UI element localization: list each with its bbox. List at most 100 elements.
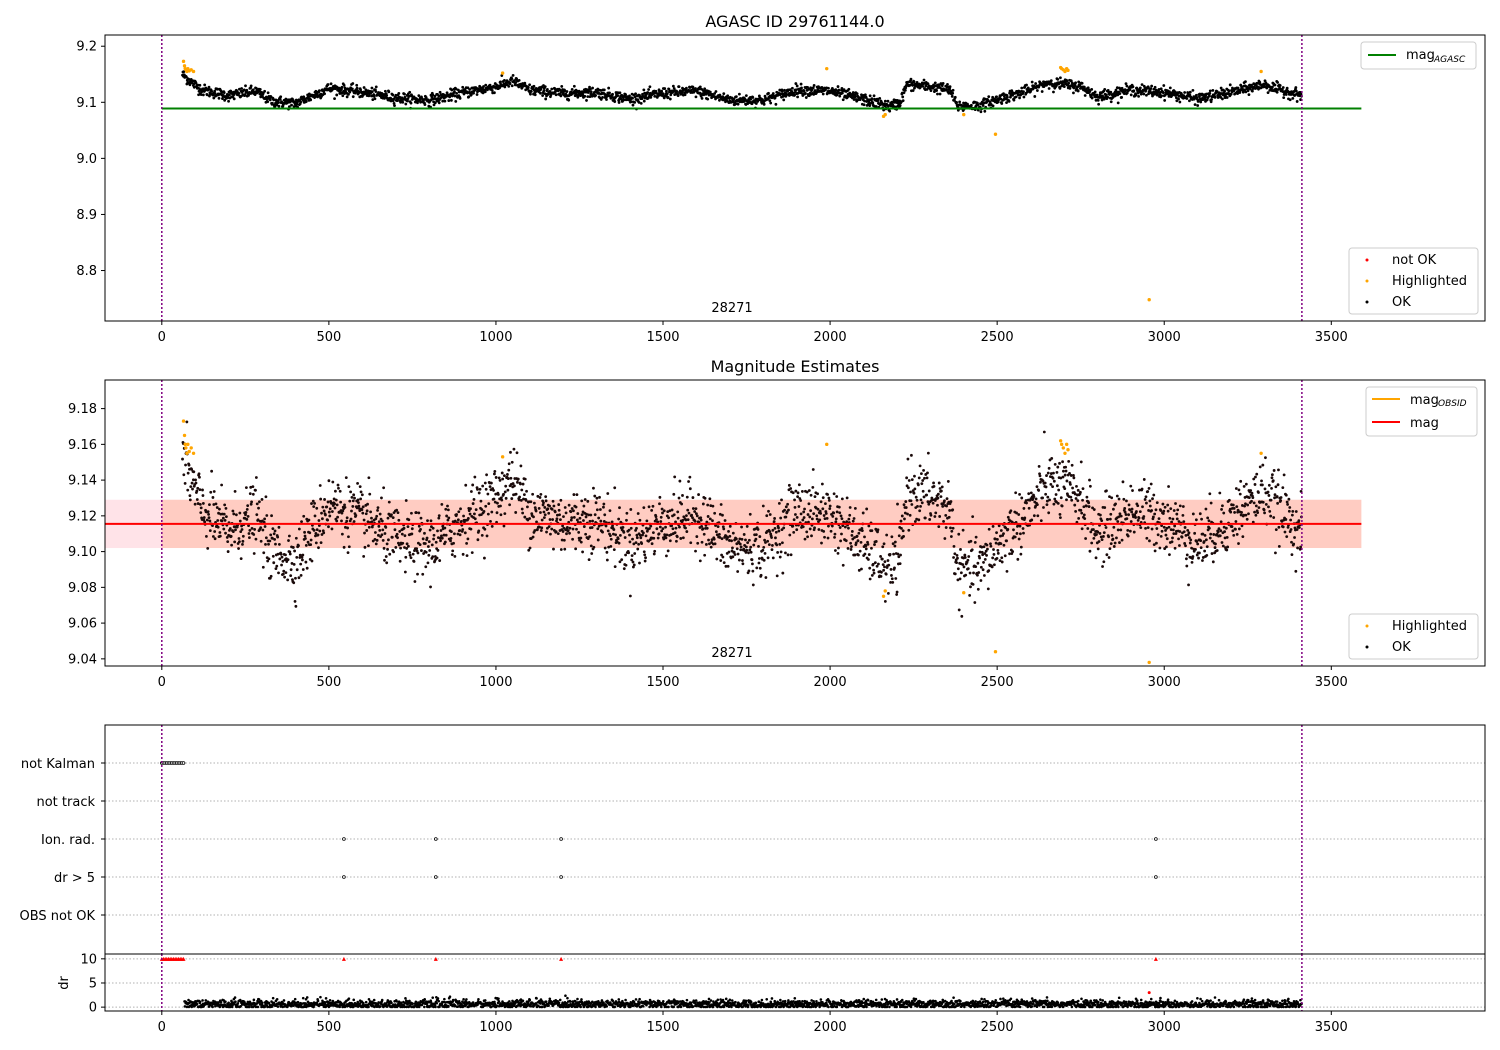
- ok-point: [1088, 549, 1092, 553]
- ok-point: [688, 475, 692, 479]
- ok-point: [1012, 528, 1015, 532]
- ok-point: [1111, 537, 1115, 541]
- ok-point: [711, 504, 715, 508]
- ok-point: [480, 508, 484, 511]
- ok-point: [387, 90, 391, 94]
- ok-point: [855, 92, 859, 96]
- ok-point: [563, 506, 567, 509]
- ok-point: [538, 525, 541, 529]
- ok-point: [439, 529, 443, 532]
- ok-point: [277, 571, 280, 575]
- ok-point: [1181, 505, 1185, 508]
- ok-point: [523, 515, 527, 519]
- ok-point: [1102, 560, 1106, 564]
- ok-point: [1184, 533, 1188, 537]
- ok-point: [312, 505, 316, 508]
- y-tick-label: 8.8: [76, 264, 97, 279]
- ok-point: [718, 532, 721, 536]
- ok-point: [1159, 509, 1163, 512]
- ok-point: [627, 528, 631, 532]
- ok-point: [794, 489, 798, 493]
- ok-point: [754, 533, 758, 537]
- ok-point: [1023, 516, 1027, 520]
- ok-point: [396, 536, 399, 540]
- ok-point: [799, 499, 803, 502]
- ok-point: [673, 531, 677, 535]
- ok-point: [916, 483, 920, 487]
- ok-point: [873, 543, 876, 546]
- ok-point: [1064, 465, 1068, 469]
- ok-point: [739, 545, 743, 549]
- ok-point: [1091, 506, 1094, 510]
- ok-point: [210, 469, 214, 473]
- ok-point: [862, 103, 866, 107]
- ok-point: [827, 524, 830, 528]
- ok-point: [490, 510, 494, 514]
- ok-point: [280, 555, 284, 559]
- ok-point: [786, 502, 790, 506]
- ok-point: [494, 492, 498, 496]
- ok-point: [804, 91, 807, 95]
- ok-point: [1086, 86, 1090, 90]
- ok-point: [739, 548, 743, 552]
- ok-point: [356, 481, 359, 485]
- ok-point: [618, 506, 621, 510]
- ok-point: [593, 494, 597, 498]
- ok-point: [337, 486, 340, 490]
- ok-point: [1035, 485, 1039, 489]
- ok-point: [669, 93, 673, 97]
- ok-point: [642, 531, 645, 535]
- ok-point: [568, 531, 571, 535]
- ok-point: [989, 544, 993, 548]
- ok-point: [1140, 83, 1144, 86]
- ok-point: [1174, 96, 1178, 100]
- ok-point: [904, 86, 908, 90]
- ok-point: [926, 451, 930, 455]
- ok-point: [352, 520, 356, 523]
- ok-point: [1045, 474, 1048, 477]
- ok-point: [875, 564, 879, 568]
- ok-point: [560, 538, 564, 542]
- ok-point: [896, 502, 899, 506]
- ok-point: [1188, 99, 1191, 103]
- ok-point: [905, 476, 909, 480]
- ok-point: [868, 566, 872, 570]
- ok-point: [218, 531, 222, 534]
- ok-point: [678, 525, 681, 529]
- ok-point: [426, 545, 430, 548]
- ok-point: [926, 82, 930, 85]
- ok-point: [996, 537, 999, 541]
- ok-point: [617, 517, 621, 521]
- ok-point: [819, 500, 823, 504]
- ok-point: [631, 103, 635, 107]
- ok-point: [774, 536, 777, 540]
- ok-point: [548, 504, 551, 508]
- ok-point: [642, 99, 646, 103]
- ok-point: [572, 509, 575, 513]
- highlighted-point: [182, 64, 187, 68]
- ok-point: [471, 483, 475, 487]
- ok-point: [863, 535, 866, 539]
- ok-point: [190, 467, 194, 471]
- ok-point: [991, 524, 995, 528]
- ok-point: [649, 524, 653, 528]
- ok-point: [1171, 517, 1175, 521]
- ok-point: [736, 570, 740, 573]
- panel2-plot-area: 9.049.069.089.109.129.149.169.180 500 1000…: [68, 379, 1486, 690]
- ok-point: [468, 88, 472, 91]
- ok-point: [1160, 529, 1164, 533]
- ok-point: [192, 82, 196, 86]
- ok-point: [698, 559, 702, 563]
- ok-point: [302, 514, 306, 518]
- ok-point: [985, 543, 989, 547]
- ok-point: [1125, 84, 1129, 88]
- ok-point: [271, 527, 275, 531]
- ok-point: [351, 499, 355, 503]
- ok-point: [880, 570, 883, 574]
- ok-point: [1006, 95, 1009, 99]
- ok-point: [258, 88, 262, 91]
- ok-point: [589, 90, 593, 94]
- ok-point: [469, 93, 473, 96]
- ok-point: [823, 517, 827, 521]
- ok-point: [351, 95, 355, 99]
